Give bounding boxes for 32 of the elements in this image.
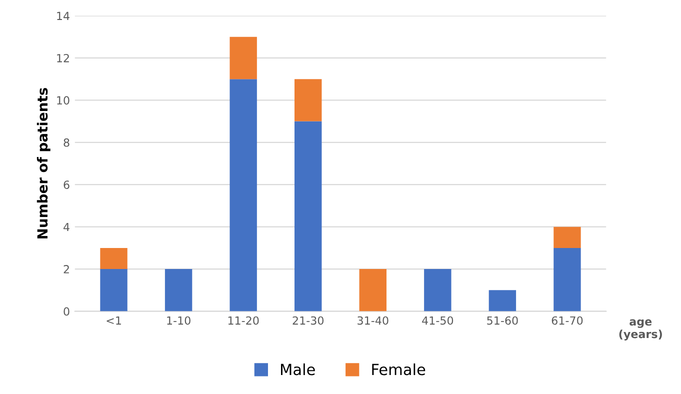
bar [294, 79, 322, 122]
x-tick-label: 51-60 [487, 316, 518, 325]
x-axis-title: age (years) [619, 319, 662, 340]
x-tick-label: 21-30 [292, 316, 324, 325]
y-axis-title: Number of patients [36, 88, 50, 238]
x-tick-label: <1 [106, 316, 121, 325]
legend-label: Male [281, 363, 315, 376]
bar [554, 226, 581, 248]
x-tick-label: 11-20 [228, 316, 259, 325]
y-tick-label: 4 [64, 222, 70, 232]
legend-label: Female [372, 363, 426, 376]
bar [488, 290, 516, 312]
bar [100, 269, 128, 312]
bar [554, 248, 581, 312]
bar [359, 269, 386, 312]
bar [100, 248, 128, 270]
x-tick-label: 1-10 [167, 316, 190, 325]
y-tick-label: 10 [57, 96, 70, 105]
bar [424, 269, 452, 312]
bar [294, 121, 322, 312]
bar [164, 269, 192, 312]
bar [230, 79, 257, 312]
x-tick-label: 61-70 [552, 316, 583, 325]
y-tick-label: 6 [64, 180, 70, 189]
y-tick-label: 12 [57, 54, 69, 62]
x-tick-label: 31-40 [358, 316, 388, 325]
bar [230, 36, 257, 80]
y-tick-label: 2 [64, 265, 69, 274]
x-tick-label: 41-50 [422, 316, 454, 325]
y-tick-label: 0 [64, 307, 70, 316]
y-tick-label: 8 [64, 138, 70, 147]
y-tick-label: 14 [57, 12, 70, 20]
